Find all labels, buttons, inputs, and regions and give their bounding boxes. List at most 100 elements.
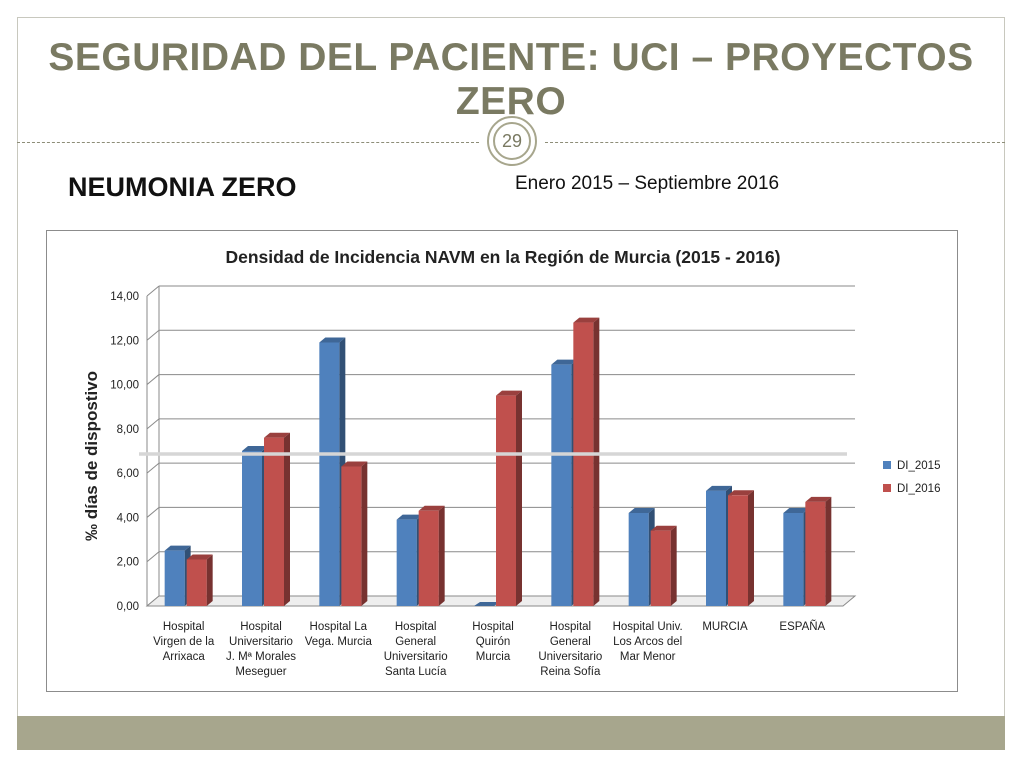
x-tick-label: General	[395, 636, 436, 648]
bar-di-2016	[573, 317, 600, 606]
bar-top	[474, 602, 500, 606]
bar-chart: Densidad de Incidencia NAVM en la Región…	[82, 247, 940, 678]
bar-face	[783, 513, 804, 606]
bar-di-2016	[728, 490, 754, 606]
bar-top	[319, 337, 346, 343]
bar-top	[706, 485, 732, 491]
bar-face	[650, 530, 671, 606]
x-tick-label: Universitario	[384, 651, 448, 663]
bar-top	[496, 390, 522, 396]
legend-label: DI_2016	[897, 483, 940, 495]
legend-swatch	[883, 461, 891, 469]
x-tick-label: J. Mª Morales	[226, 651, 296, 663]
x-tick-label: Hospital	[472, 621, 514, 633]
x-tick-label: Santa Lucía	[385, 666, 447, 678]
x-tick-label: MURCIA	[702, 621, 748, 633]
page-number: 29	[493, 122, 531, 160]
x-tick-label: Universitario	[229, 636, 293, 648]
bar-top	[728, 490, 754, 496]
bar-di-2016	[186, 554, 213, 606]
bar-side	[438, 505, 445, 606]
bar-face	[628, 513, 649, 606]
y-tick-label: 6,00	[117, 468, 139, 480]
section-subtitle: NEUMONIA ZERO	[68, 172, 297, 202]
x-tick-label: Mar Menor	[620, 651, 676, 663]
bar-face	[728, 495, 748, 606]
y-tick-label: 10,00	[110, 380, 139, 392]
chart-title: Densidad de Incidencia NAVM en la Región…	[226, 247, 781, 267]
bar-di-2016	[805, 496, 832, 606]
x-tick-label: Hospital	[395, 621, 437, 633]
bar-top	[164, 545, 191, 551]
y-tick-label: 8,00	[117, 424, 139, 436]
y-tick-label: 0,00	[117, 601, 139, 613]
bar-side	[825, 496, 832, 606]
page-number-badge: 29	[487, 116, 537, 166]
y-axis-ticks: 0,00 2,00 4,00 6,00 8,00 10,00 12,00 14,00	[110, 291, 139, 613]
bar-top	[396, 514, 423, 520]
bar-top	[805, 496, 832, 502]
bar-face	[418, 510, 439, 606]
bar-face	[805, 501, 826, 606]
x-tick-label: Hospital	[163, 621, 205, 633]
x-tick-label: Universitario	[538, 651, 602, 663]
gridline-diagonal	[146, 374, 160, 385]
x-tick-label: Reina Sofía	[540, 666, 601, 678]
bar-top	[551, 359, 578, 365]
x-tick-label: Hospital	[550, 621, 592, 633]
bar-di-2016	[650, 525, 677, 606]
bar-top	[264, 432, 290, 438]
bar-di-2016	[341, 461, 368, 606]
gridline-diagonal	[146, 507, 160, 518]
legend: DI_2015 DI_2016	[883, 460, 940, 495]
bar-side	[516, 390, 522, 606]
x-tick-label: Hospital La	[310, 621, 368, 633]
bar-face	[242, 451, 262, 606]
bar-side	[670, 525, 677, 606]
bar-face	[706, 490, 726, 606]
y-tick-label: 4,00	[117, 512, 139, 524]
y-axis-label: ‰ días de dispostivo	[82, 371, 101, 541]
bar-top	[573, 317, 600, 323]
x-tick-label: ESPAÑA	[779, 620, 825, 633]
bar-top	[650, 525, 677, 531]
y-tick-label: 2,00	[117, 557, 139, 569]
bar-top	[628, 508, 655, 513]
x-axis-labels: Hospital Virgen de la Arrixaca Hospital Univ…	[153, 620, 825, 678]
title-divider-left	[17, 142, 479, 143]
x-tick-label: Arrixaca	[163, 651, 206, 663]
y-tick-label: 12,00	[110, 335, 139, 347]
chart-container: Densidad de Incidencia NAVM en la Región…	[46, 230, 958, 692]
bar-top	[418, 505, 445, 511]
bar-side	[284, 432, 290, 606]
x-tick-label: Murcia	[476, 651, 511, 663]
bar-top	[341, 461, 368, 467]
bar-face	[164, 550, 185, 606]
bar-face	[319, 342, 340, 606]
bar-side	[593, 317, 600, 606]
bar-side	[206, 554, 213, 606]
bar-top	[783, 508, 810, 513]
bar-di-2016	[496, 390, 522, 606]
bar-face	[496, 395, 516, 606]
bar-face	[551, 364, 572, 606]
x-tick-label: Hospital Univ.	[613, 621, 683, 633]
gridline-diagonal	[146, 551, 160, 563]
gridline-diagonal	[146, 462, 160, 474]
bars	[164, 317, 832, 606]
bar-di-2016	[418, 505, 445, 606]
legend-swatch	[883, 484, 891, 492]
x-tick-label: Meseguer	[235, 666, 286, 678]
gridline-diagonal	[146, 418, 160, 430]
bar-di-2016	[264, 432, 290, 606]
x-tick-label: Quirón	[476, 636, 511, 648]
bar-top	[242, 446, 268, 451]
bar-face	[264, 437, 284, 606]
bar-side	[748, 490, 754, 606]
bar-face	[341, 466, 362, 606]
bar-di-2015	[474, 602, 500, 606]
gridline-diagonal	[146, 329, 160, 341]
gridline-diagonal	[146, 285, 160, 297]
footer-bar	[17, 716, 1005, 750]
bar-side	[361, 461, 368, 606]
